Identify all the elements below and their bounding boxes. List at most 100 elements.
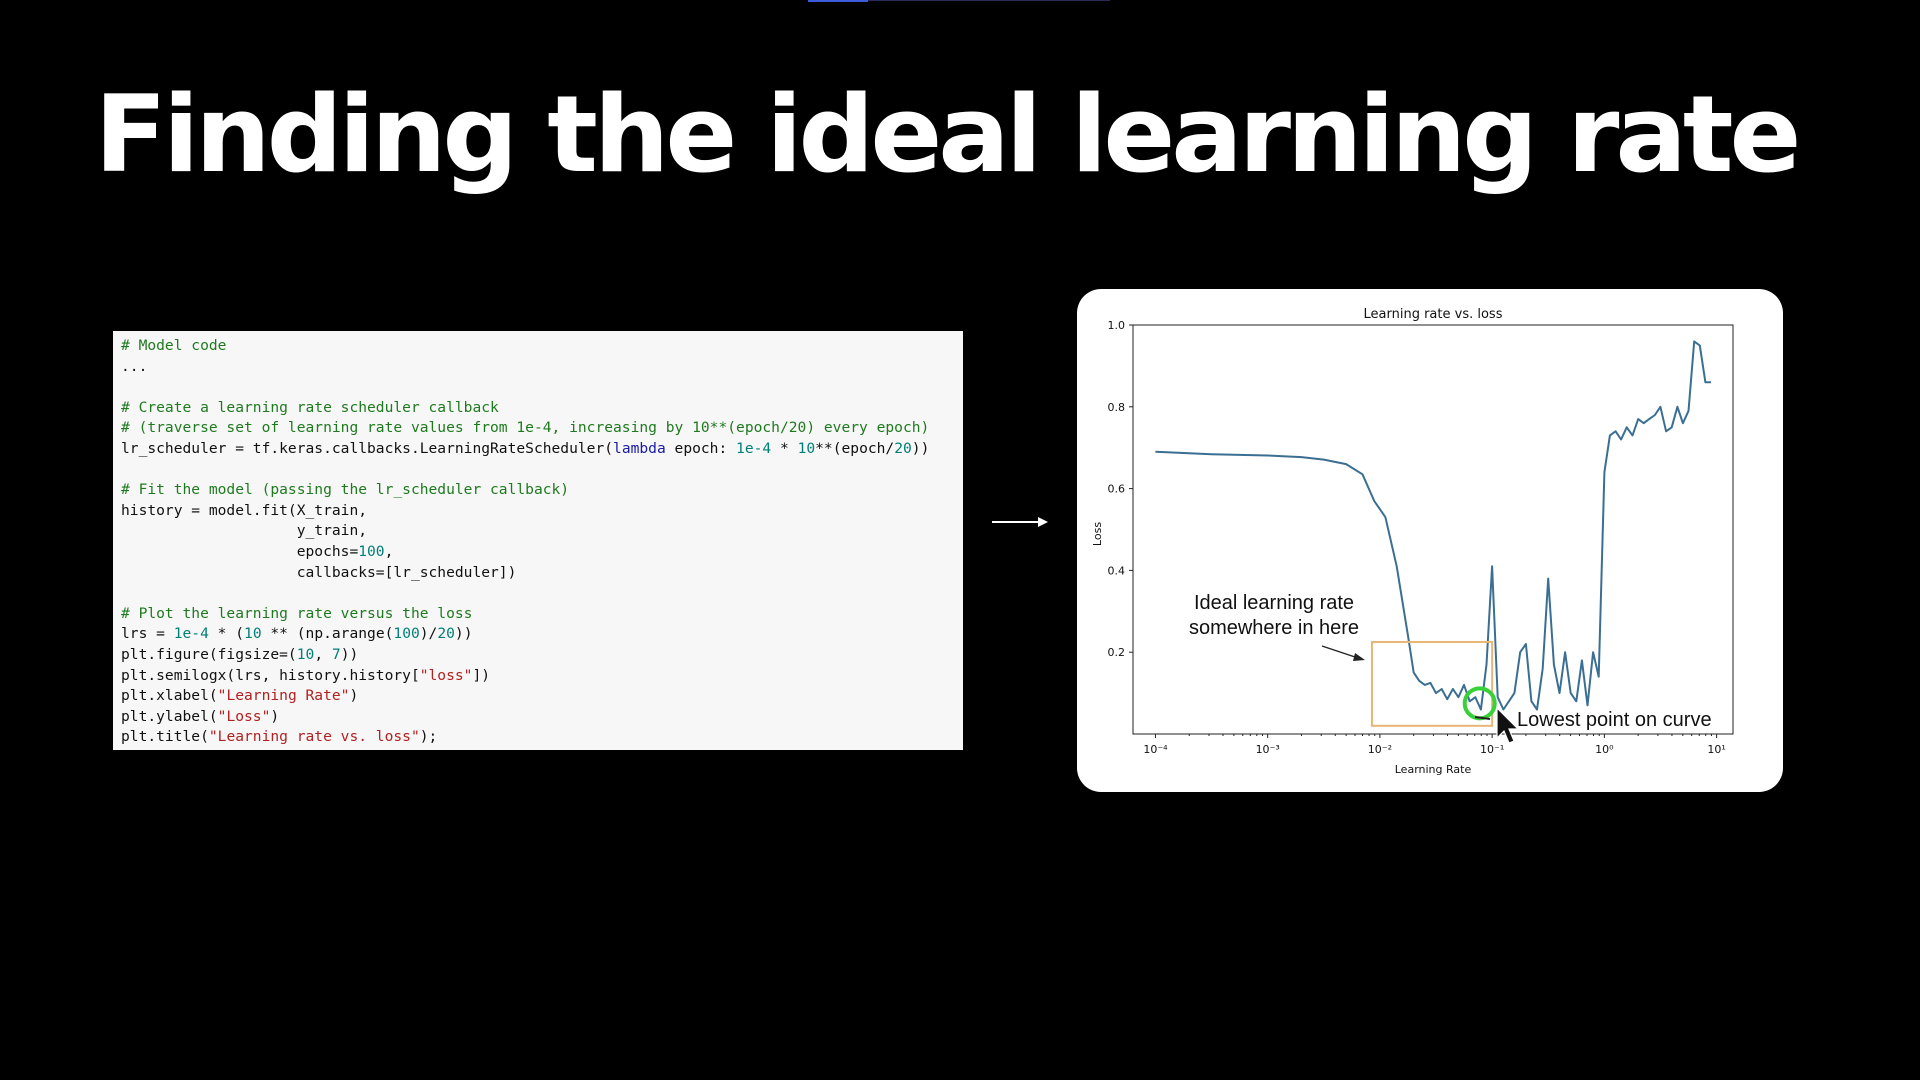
lowest-point-marker (1462, 686, 1497, 721)
code-token: plt.figure(figsize=( (121, 645, 297, 663)
code-token: )/ (419, 625, 438, 643)
y-tick-label: 0.8 (1108, 401, 1126, 414)
code-token: 10 (244, 625, 262, 643)
code-token: )) (454, 625, 473, 643)
code-line: plt.ylabel("Loss") (121, 707, 955, 728)
y-tick-label: 0.4 (1108, 564, 1126, 577)
code-token: plt.title( (121, 728, 209, 746)
code-token: "loss" (419, 666, 473, 684)
chart-card: Learning rate vs. loss Learning Rate Los… (1077, 289, 1783, 792)
right-arrow-icon (992, 517, 1048, 527)
code-token: # Create a learning rate scheduler callb… (121, 398, 499, 416)
x-tick-label: 10⁰ (1595, 743, 1614, 756)
code-token: lrs = (121, 625, 174, 643)
code-line: # Fit the model (passing the lr_schedule… (121, 480, 955, 501)
code-token: * ( (208, 625, 245, 643)
code-line (121, 377, 955, 398)
code-token: ) (270, 707, 280, 725)
code-token: 100 (393, 625, 420, 643)
code-token: 100 (358, 542, 385, 560)
code-token: plt.semilogx(lrs, history.history[ (121, 666, 420, 684)
code-line: lr_scheduler = tf.keras.callbacks.Learni… (121, 439, 955, 460)
code-token: 20 (437, 625, 455, 643)
code-line: epochs=100, (121, 542, 955, 563)
code-line: ... (121, 357, 955, 378)
code-token: 20 (894, 439, 912, 457)
code-line: plt.semilogx(lrs, history.history["loss"… (121, 666, 955, 687)
code-token: lambda (613, 439, 666, 457)
code-token: "Learning rate vs. loss" (208, 728, 420, 746)
code-token: , (314, 645, 332, 663)
loss-series-line (1155, 340, 1711, 711)
code-token: 1e-4 (736, 439, 772, 457)
code-line: history = model.fit(X_train, (121, 501, 955, 522)
code-line: # Model code (121, 336, 955, 357)
code-line: callbacks=[lr_scheduler]) (121, 563, 955, 584)
lowest-point-label: Lowest point on curve (1517, 709, 1712, 731)
ideal-range-label-line-1: Ideal learning rate (1194, 592, 1354, 614)
code-token: plt.xlabel( (121, 687, 218, 705)
code-token: ); (419, 728, 438, 746)
code-token: "Learning Rate" (217, 687, 350, 705)
y-tick-label: 0.2 (1108, 646, 1126, 659)
code-token: ]) (472, 666, 491, 684)
code-line: # (traverse set of learning rate values … (121, 418, 955, 439)
code-token: # (traverse set of learning rate values … (121, 419, 930, 437)
code-token: callbacks=[lr_scheduler]) (121, 563, 517, 581)
code-token: # Fit the model (passing the lr_schedule… (121, 481, 570, 499)
code-token: y_train, (121, 522, 368, 540)
code-panel: # Model code... # Create a learning rate… (113, 331, 963, 750)
code-token: ... (121, 357, 148, 375)
code-token: 10 (296, 645, 315, 663)
code-line: plt.title("Learning rate vs. loss"); (121, 727, 955, 748)
x-tick-label: 10⁻³ (1256, 743, 1280, 756)
top-accent-bar (808, 0, 868, 2)
ideal-range-pointer-line (1321, 645, 1359, 659)
top-accent-line (868, 0, 1110, 1)
x-tick-label: 10¹ (1707, 743, 1725, 756)
x-axis-ticks: 10⁻⁴ 10⁻³ 10⁻² 10⁻¹ 10⁰ 10¹ (1143, 734, 1726, 756)
ideal-range-box (1370, 640, 1494, 727)
code-token: lr_scheduler = tf.keras.callbacks.Learni… (121, 439, 614, 457)
x-axis-label: Learning Rate (1395, 763, 1472, 776)
code-line: # Create a learning rate scheduler callb… (121, 398, 955, 419)
code-token: # Model code (121, 337, 227, 354)
code-token: 7 (331, 645, 341, 663)
code-token: plt.ylabel( (121, 707, 218, 725)
ideal-range-label-line-2: somewhere in here (1189, 617, 1359, 639)
code-token: "Loss" (217, 707, 271, 725)
code-token: epochs= (121, 542, 359, 560)
code-token: epoch: (665, 439, 737, 457)
code-token: ** (np.arange( (261, 625, 394, 643)
loss-chart: Learning rate vs. loss Learning Rate Los… (1091, 307, 1734, 776)
code-token: # Plot the learning rate versus the loss (121, 604, 473, 622)
code-token: ) (349, 687, 359, 705)
ideal-range-pointer-head (1353, 653, 1365, 661)
code-token: )) (911, 439, 930, 457)
code-line (121, 583, 955, 604)
code-line: plt.xlabel("Learning Rate") (121, 686, 955, 707)
code-token: , (384, 542, 394, 560)
code-token: 1e-4 (173, 625, 209, 643)
y-axis-label: Loss (1091, 522, 1104, 546)
x-tick-label: 10⁻⁴ (1143, 743, 1168, 756)
code-token: history = model.fit(X_train, (121, 501, 368, 519)
y-axis-ticks: 0.2 0.4 0.6 0.8 1.0 (1108, 319, 1133, 659)
slide-title: Finding the ideal learning rate (94, 73, 1802, 196)
x-tick-label: 10⁻¹ (1480, 743, 1504, 756)
code-line (121, 460, 955, 481)
mouse-pointer-icon (1496, 706, 1520, 744)
code-line: lrs = 1e-4 * (10 ** (np.arange(100)/20)) (121, 624, 955, 645)
chart-title: Learning rate vs. loss (1364, 307, 1503, 322)
plot-frame (1132, 324, 1734, 735)
y-tick-label: 0.6 (1108, 483, 1126, 496)
code-token: )) (340, 645, 359, 663)
code-token: * (771, 439, 798, 457)
y-tick-label: 1.0 (1108, 319, 1126, 332)
code-line: y_train, (121, 521, 955, 542)
x-tick-label: 10⁻² (1368, 743, 1392, 756)
code-token: 10 (797, 439, 816, 457)
code-line: plt.figure(figsize=(10, 7)) (121, 645, 955, 666)
code-line: # Plot the learning rate versus the loss (121, 604, 955, 625)
code-token: **(epoch/ (815, 439, 895, 457)
